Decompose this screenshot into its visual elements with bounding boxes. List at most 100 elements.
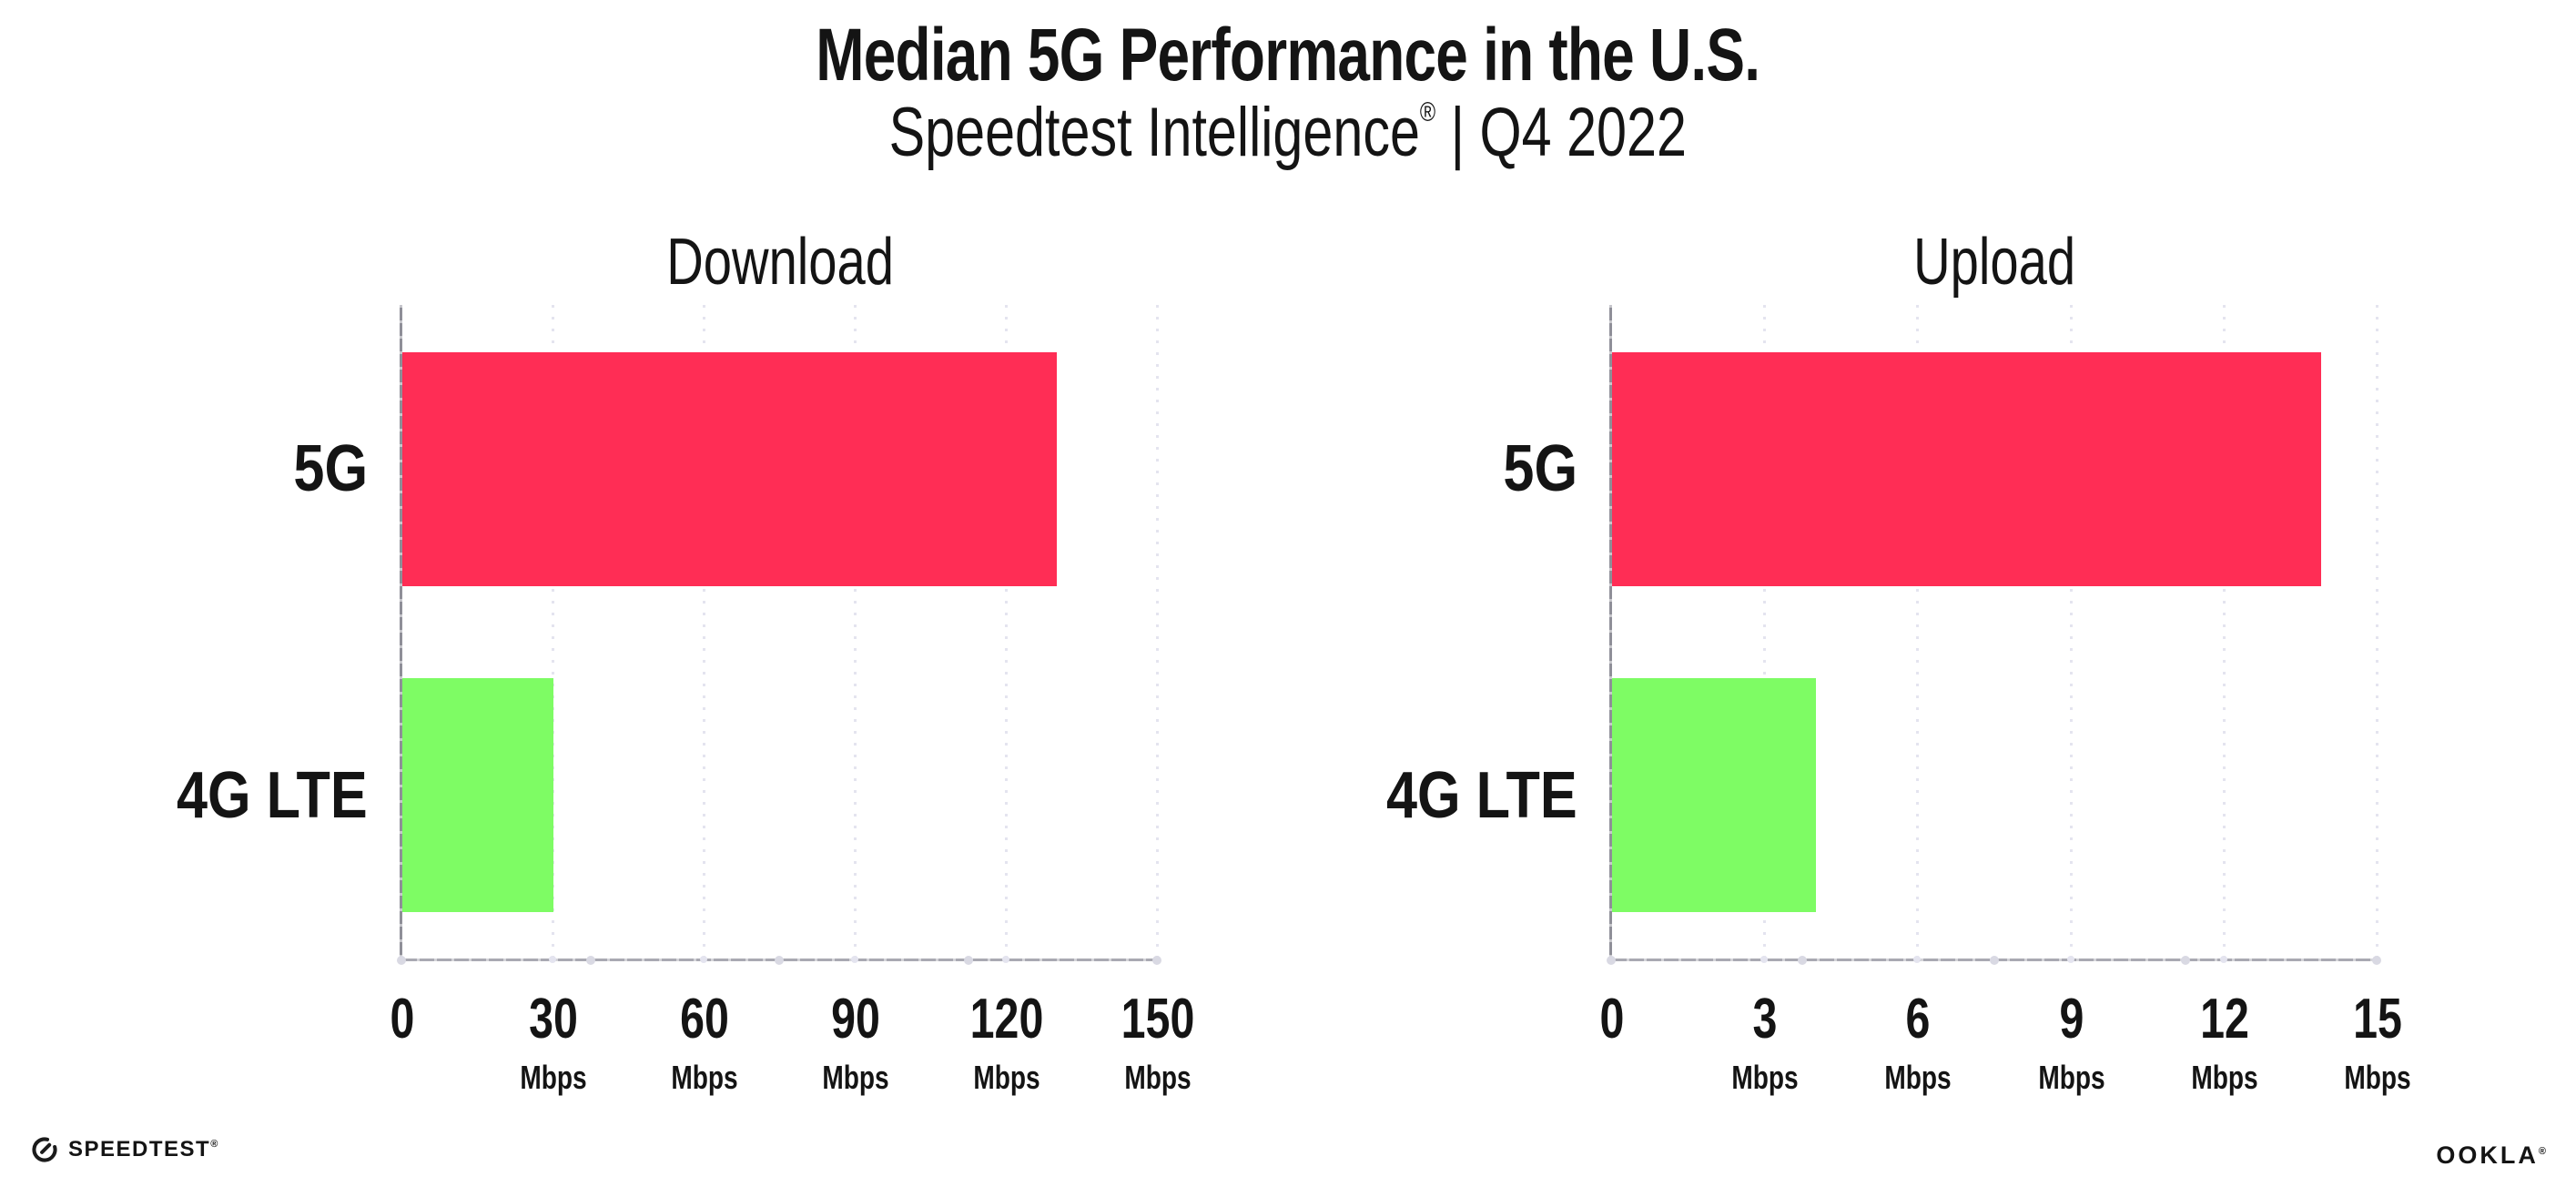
x-axis-dot	[1607, 956, 1616, 965]
x-tick-value: 0	[390, 988, 415, 1050]
category-label-text: 5G	[293, 432, 368, 505]
subtitle-brand: Speedtest Intelligence	[888, 94, 1421, 171]
x-axis-dot	[2372, 956, 2381, 965]
x-tick-label-9: 9 Mbps	[1986, 990, 2156, 1096]
x-tick-label-150: 150 Mbps	[1072, 990, 1242, 1096]
gridline-120	[1005, 305, 1008, 959]
x-tick-unit: Mbps	[822, 1059, 889, 1096]
chart-title-text: Download	[666, 226, 894, 299]
y-axis	[1609, 305, 1612, 959]
category-label-text: 4G LTE	[177, 759, 368, 832]
x-tick-label-90: 90 Mbps	[770, 990, 940, 1096]
gridline-30	[552, 305, 554, 959]
subtitle-text: Speedtest Intelligence® | Q4 2022	[889, 93, 1687, 172]
category-label-4g-lte: 4G LTE	[0, 755, 368, 837]
x-tick-label-15: 15 Mbps	[2292, 990, 2462, 1096]
header: Median 5G Performance in the U.S.	[0, 13, 2576, 98]
x-axis-dot	[775, 956, 784, 965]
page-subtitle: Speedtest Intelligence® | Q4 2022	[0, 93, 2576, 172]
page-title: Median 5G Performance in the U.S.	[816, 14, 1761, 96]
x-tick-label-60: 60 Mbps	[619, 990, 789, 1096]
plot-area-download	[397, 305, 1161, 965]
x-tick-label-12: 12 Mbps	[2139, 990, 2309, 1096]
gridline-3	[1763, 305, 1766, 959]
x-tick-value: 30	[529, 988, 578, 1050]
ookla-logo: OOKLA®	[2436, 1141, 2546, 1170]
x-tick-unit: Mbps	[1884, 1059, 1952, 1096]
x-tick-unit: Mbps	[2344, 1059, 2411, 1096]
gridline-axis-dot	[2067, 956, 2074, 963]
bar-4g-lte-upload	[1612, 678, 1816, 912]
category-label-text: 4G LTE	[1386, 759, 1577, 832]
x-axis-dot	[586, 956, 595, 965]
x-axis-dot	[1798, 956, 1807, 965]
x-tick-value: 3	[1752, 988, 1778, 1050]
bar-5g-download	[402, 352, 1057, 586]
category-label-text: 5G	[1503, 432, 1577, 505]
registered-trademark-icon: ®	[1420, 97, 1436, 127]
chart-title-download: Download	[402, 226, 1158, 299]
chart-title-upload: Upload	[1612, 226, 2378, 299]
category-label-5g: 5G	[0, 428, 368, 510]
x-tick-label-0: 0	[317, 990, 487, 1049]
x-tick-value: 60	[680, 988, 729, 1050]
y-axis	[400, 305, 402, 959]
gridline-12	[2223, 305, 2226, 959]
bar-4g-lte-download	[402, 678, 553, 912]
x-tick-label-120: 120 Mbps	[921, 990, 1091, 1096]
gridline-60	[703, 305, 705, 959]
x-tick-value: 90	[831, 988, 880, 1050]
speedtest-label: SPEEDTEST	[68, 1137, 211, 1161]
x-tick-unit: Mbps	[2038, 1059, 2105, 1096]
gridline-axis-dot	[700, 956, 707, 963]
speedtest-logo: SPEEDTEST®	[31, 1136, 218, 1163]
x-tick-value: 120	[969, 988, 1044, 1050]
gridline-axis-dot	[549, 956, 556, 963]
gridline-6	[1916, 305, 1919, 959]
x-tick-value: 0	[1599, 988, 1625, 1050]
download-chart: Download 0 30 Mbps 60 Mbps 90 Mbps 120 Mbps 150 Mbp…	[0, 218, 1229, 1138]
chart-title-text: Upload	[1913, 226, 2076, 299]
x-axis-dot	[2181, 956, 2190, 965]
x-tick-unit: Mbps	[520, 1059, 587, 1096]
gridline-9	[2070, 305, 2073, 959]
x-tick-value: 15	[2353, 988, 2402, 1050]
x-tick-value: 150	[1121, 988, 1195, 1050]
x-tick-unit: Mbps	[671, 1059, 738, 1096]
bar-5g-upload	[1612, 352, 2321, 586]
gridline-axis-dot	[2220, 956, 2227, 963]
ookla-trademark-icon: ®	[2538, 1146, 2546, 1157]
category-label-4g-lte: 4G LTE	[1210, 755, 1577, 837]
x-axis-dot	[1990, 956, 1999, 965]
ookla-wordmark: OOKLA®	[2436, 1141, 2546, 1170]
gridline-15	[2376, 305, 2378, 959]
gridline-axis-dot	[851, 956, 858, 963]
x-tick-label-0: 0	[1526, 990, 1697, 1049]
x-tick-unit: Mbps	[2191, 1059, 2258, 1096]
subtitle-period: | Q4 2022	[1435, 94, 1688, 171]
speedtest-gauge-icon	[32, 1137, 57, 1162]
x-tick-label-6: 6 Mbps	[1832, 990, 2003, 1096]
gridline-90	[854, 305, 857, 959]
x-axis-dot	[397, 956, 406, 965]
x-tick-value: 12	[2200, 988, 2249, 1050]
speedtest-wordmark: SPEEDTEST®	[68, 1137, 218, 1162]
x-axis-dot	[964, 956, 973, 965]
gridline-150	[1156, 305, 1159, 959]
x-axis-dot	[1152, 956, 1161, 965]
upload-chart: Upload 0 3 Mbps 6 Mbps 9 Mbps 12 Mbps 15 Mbps 5G 4G L…	[1210, 218, 2576, 1138]
gridline-axis-dot	[1760, 956, 1768, 963]
x-tick-label-3: 3 Mbps	[1679, 990, 1850, 1096]
category-label-5g: 5G	[1210, 428, 1577, 510]
x-tick-unit: Mbps	[1731, 1059, 1799, 1096]
x-tick-unit: Mbps	[1124, 1059, 1192, 1096]
gridline-axis-dot	[1002, 956, 1009, 963]
x-tick-value: 6	[1905, 988, 1931, 1050]
gridline-axis-dot	[1913, 956, 1921, 963]
plot-area-upload	[1607, 305, 2381, 965]
x-tick-unit: Mbps	[973, 1059, 1040, 1096]
x-tick-value: 9	[2059, 988, 2084, 1050]
x-tick-label-30: 30 Mbps	[468, 990, 638, 1096]
speedtest-trademark-icon: ®	[210, 1139, 218, 1150]
